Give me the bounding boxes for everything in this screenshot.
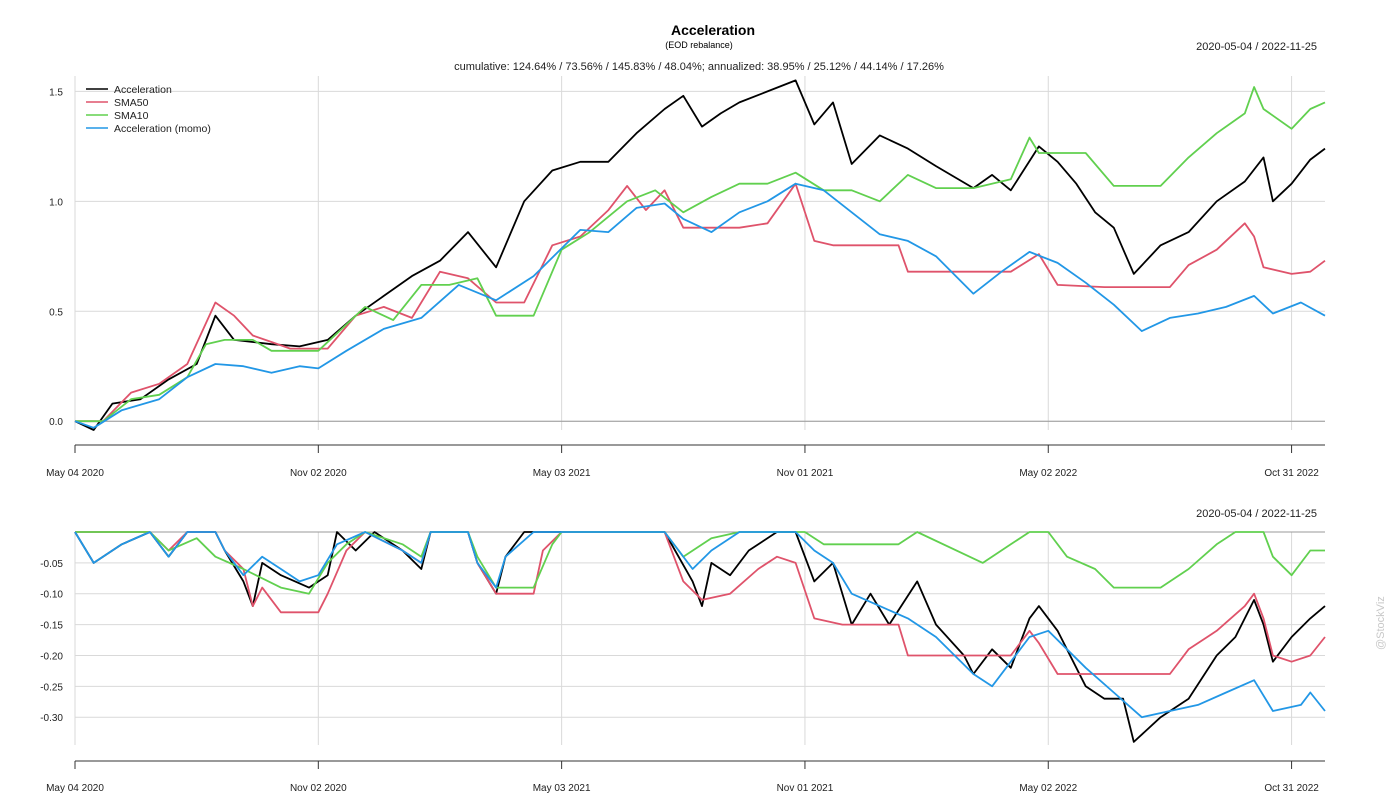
top-xtick-label-nov-02-2020: Nov 02 2020 (290, 468, 347, 479)
top-date-range: 2020-05-04 / 2022-11-25 (1196, 41, 1317, 53)
top-xtick-label-may-03-2021: May 03 2021 (533, 468, 591, 479)
bottom-xtick-label-nov-01-2021: Nov 01 2021 (777, 783, 834, 794)
bottom-ytick-label-0: -0.05 (40, 559, 63, 570)
top-series-acceleration (74, 79, 1326, 431)
top-xtick-label-oct-31-2022: Oct 31 2022 (1264, 468, 1319, 479)
stats-line: cumulative: 124.64% / 73.56% / 145.83% /… (454, 61, 944, 73)
bottom-xtick-label-may-03-2021: May 03 2021 (533, 783, 591, 794)
bottom-date-range: 2020-05-04 / 2022-11-25 (1196, 508, 1317, 520)
bottom-ytick-label-5: -0.30 (40, 713, 63, 724)
legend-label-momo: Acceleration (momo) (114, 123, 211, 135)
bottom-panel: -0.05 -0.10 -0.15 -0.20 -0.25 -0.30 May 04 202… (40, 531, 1326, 794)
bottom-ytick-label-3: -0.20 (40, 651, 63, 662)
top-ytick-label-1: 0.5 (49, 307, 63, 318)
legend-label-sma50: SMA50 (114, 97, 149, 109)
bottom-series-sma50 (75, 531, 1326, 675)
bottom-series-acceleration-momo (74, 531, 1326, 719)
bottom-xtick-label-may-04-2020: May 04 2020 (46, 783, 104, 794)
top-xtick-label-may-04-2020: May 04 2020 (46, 468, 104, 479)
top-xtick-label-nov-01-2021: Nov 01 2021 (777, 468, 834, 479)
bottom-ytick-label-4: -0.25 (40, 682, 63, 693)
legend-label-acceleration: Acceleration (114, 84, 172, 96)
top-panel: 0.0 0.5 1.0 1.5 May 04 2020 Nov 02 2020 May 03… (46, 76, 1326, 479)
bottom-xtick-label-may-02-2022: May 02 2022 (1019, 783, 1077, 794)
top-series-sma50 (75, 182, 1326, 423)
top-xtick-label-may-02-2022: May 02 2022 (1019, 468, 1077, 479)
legend: Acceleration SMA50 SMA10 Acceleration (m… (86, 84, 211, 135)
bottom-series-sma10 (75, 531, 1325, 595)
bottom-series-acceleration (74, 531, 1326, 743)
chart-subtitle: (EOD rebalance) (665, 40, 733, 50)
bottom-xtick-label-oct-31-2022: Oct 31 2022 (1264, 783, 1319, 794)
watermark: @StockViz (1375, 596, 1387, 650)
top-series-acceleration-momo (74, 182, 1326, 429)
bottom-ytick-label-1: -0.10 (40, 590, 63, 601)
bottom-xtick-label-nov-02-2020: Nov 02 2020 (290, 783, 347, 794)
bottom-ytick-label-2: -0.15 (40, 621, 63, 632)
top-ytick-label-3: 1.5 (49, 87, 63, 98)
top-ytick-label-0: 0.0 (49, 417, 63, 428)
legend-label-sma10: SMA10 (114, 110, 149, 122)
chart-title: Acceleration (671, 22, 755, 38)
top-series-sma10 (75, 86, 1326, 423)
top-ytick-label-2: 1.0 (49, 197, 63, 208)
